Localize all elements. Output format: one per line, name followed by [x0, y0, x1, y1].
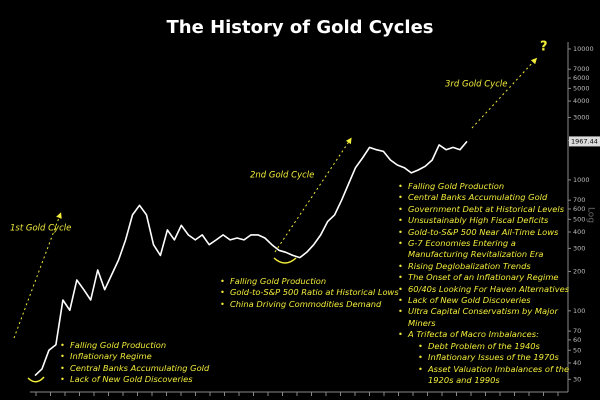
note-item: Lack of New Gold Discoveries — [60, 374, 260, 386]
y-tick-label: 5000 — [573, 84, 590, 92]
note-list: Falling Gold ProductionGold-to-S&P 500 R… — [220, 276, 400, 311]
note-item: Falling Gold Production — [60, 340, 260, 352]
y-axis-label: Log — [586, 207, 596, 223]
y-tick-label: 500 — [573, 215, 585, 223]
y-tick-label: 10000 — [573, 45, 594, 53]
note-item: Rising Deglobalization Trends — [398, 261, 578, 273]
cycle-arrow — [13, 212, 62, 339]
y-tick-label: 1000 — [573, 176, 590, 184]
cycle-label: 3rd Gold Cycle — [445, 80, 507, 90]
y-tick-label: 700 — [573, 196, 585, 204]
chart-title: The History of Gold Cycles — [167, 17, 434, 38]
note-item: Ultra Capital Conservatism by Major Mine… — [398, 306, 578, 329]
y-tick-label: 7000 — [573, 65, 590, 73]
note-subitem: Debt Problem of the 1940s — [418, 341, 578, 353]
y-tick-label: 600 — [573, 205, 585, 213]
cycle-label: 1st Gold Cycle — [10, 224, 71, 234]
note-item: Gold-to-S&P 500 Near All-Time Lows — [398, 227, 578, 239]
price-line — [34, 140, 468, 377]
y-tick-label: 200 — [573, 267, 585, 275]
low-marker — [27, 376, 45, 383]
note-list: Falling Gold ProductionCentral Banks Acc… — [398, 181, 578, 386]
y-tick-label: 4000 — [573, 97, 590, 105]
note-item: Gold-to-S&P 500 Ratio at Historical Lows — [220, 287, 400, 299]
note-item: A Trifecta of Macro Imbalances: — [398, 329, 578, 341]
note-item: Inflationary Regime — [60, 351, 260, 363]
note-item: Government Debt at Historical Levels — [398, 204, 578, 216]
low-marker — [273, 257, 297, 264]
note-item: Central Banks Accumulating Gold — [60, 363, 260, 375]
cycle-arrow — [471, 57, 538, 129]
last-value-box — [569, 136, 600, 147]
y-tick-label: 3000 — [573, 113, 590, 121]
note-item: Central Banks Accumulating Gold — [398, 192, 578, 204]
note-item: Unsustainably High Fiscal Deficits — [398, 215, 578, 227]
y-tick-label: 300 — [573, 244, 585, 252]
y-tick-label: 6000 — [573, 74, 590, 82]
cycle-label: ? — [540, 40, 548, 55]
note-item: China Driving Commodities Demand — [220, 299, 400, 311]
note-subitem: Asset Valuation Imbalances of the 1920s … — [418, 364, 578, 387]
note-item: The Onset of an Inflationary Regime — [398, 272, 578, 284]
y-tick-label: 100 — [573, 307, 585, 315]
note-item: Lack of New Gold Discoveries — [398, 295, 578, 307]
cycle-label: 2nd Gold Cycle — [250, 171, 314, 181]
note-item: Falling Gold Production — [398, 181, 578, 193]
cycle-arrow — [274, 137, 352, 253]
note-item: 60/40s Looking For Haven Alternatives — [398, 284, 578, 296]
note-subitem: Inflationary Issues of the 1970s — [418, 352, 578, 364]
note-item: Falling Gold Production — [220, 276, 400, 288]
note-list: Falling Gold ProductionInflationary Regi… — [60, 340, 260, 386]
y-tick-label: 400 — [573, 228, 585, 236]
note-item: G-7 Economies Entering a Manufacturing R… — [398, 238, 578, 261]
last-value-label: 1967.44 — [571, 137, 598, 145]
